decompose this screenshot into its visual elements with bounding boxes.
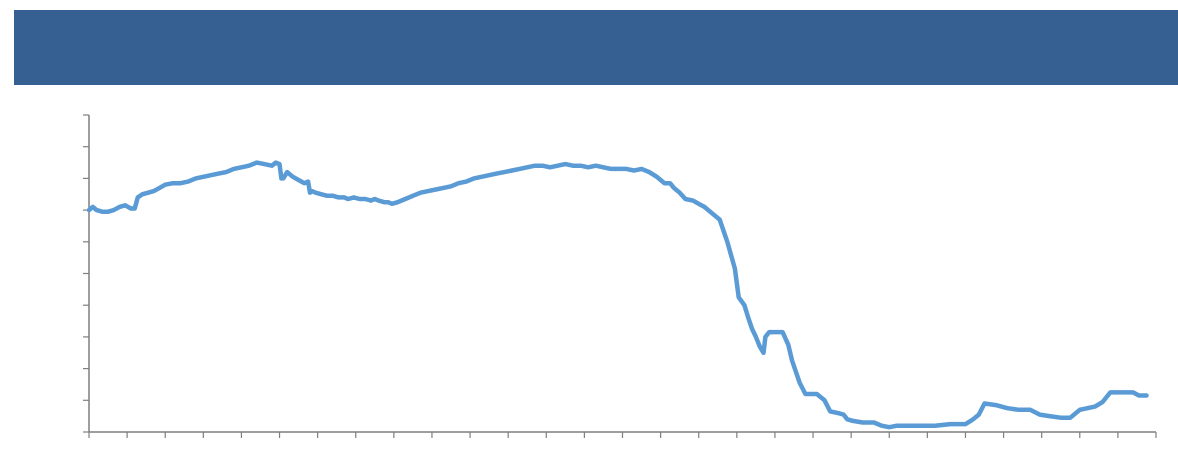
x-axis (88, 431, 1157, 438)
chart-title-banner (14, 10, 1178, 85)
series-line-1 (86, 160, 1149, 430)
series-layer (86, 160, 1149, 430)
y-axis (83, 114, 90, 433)
